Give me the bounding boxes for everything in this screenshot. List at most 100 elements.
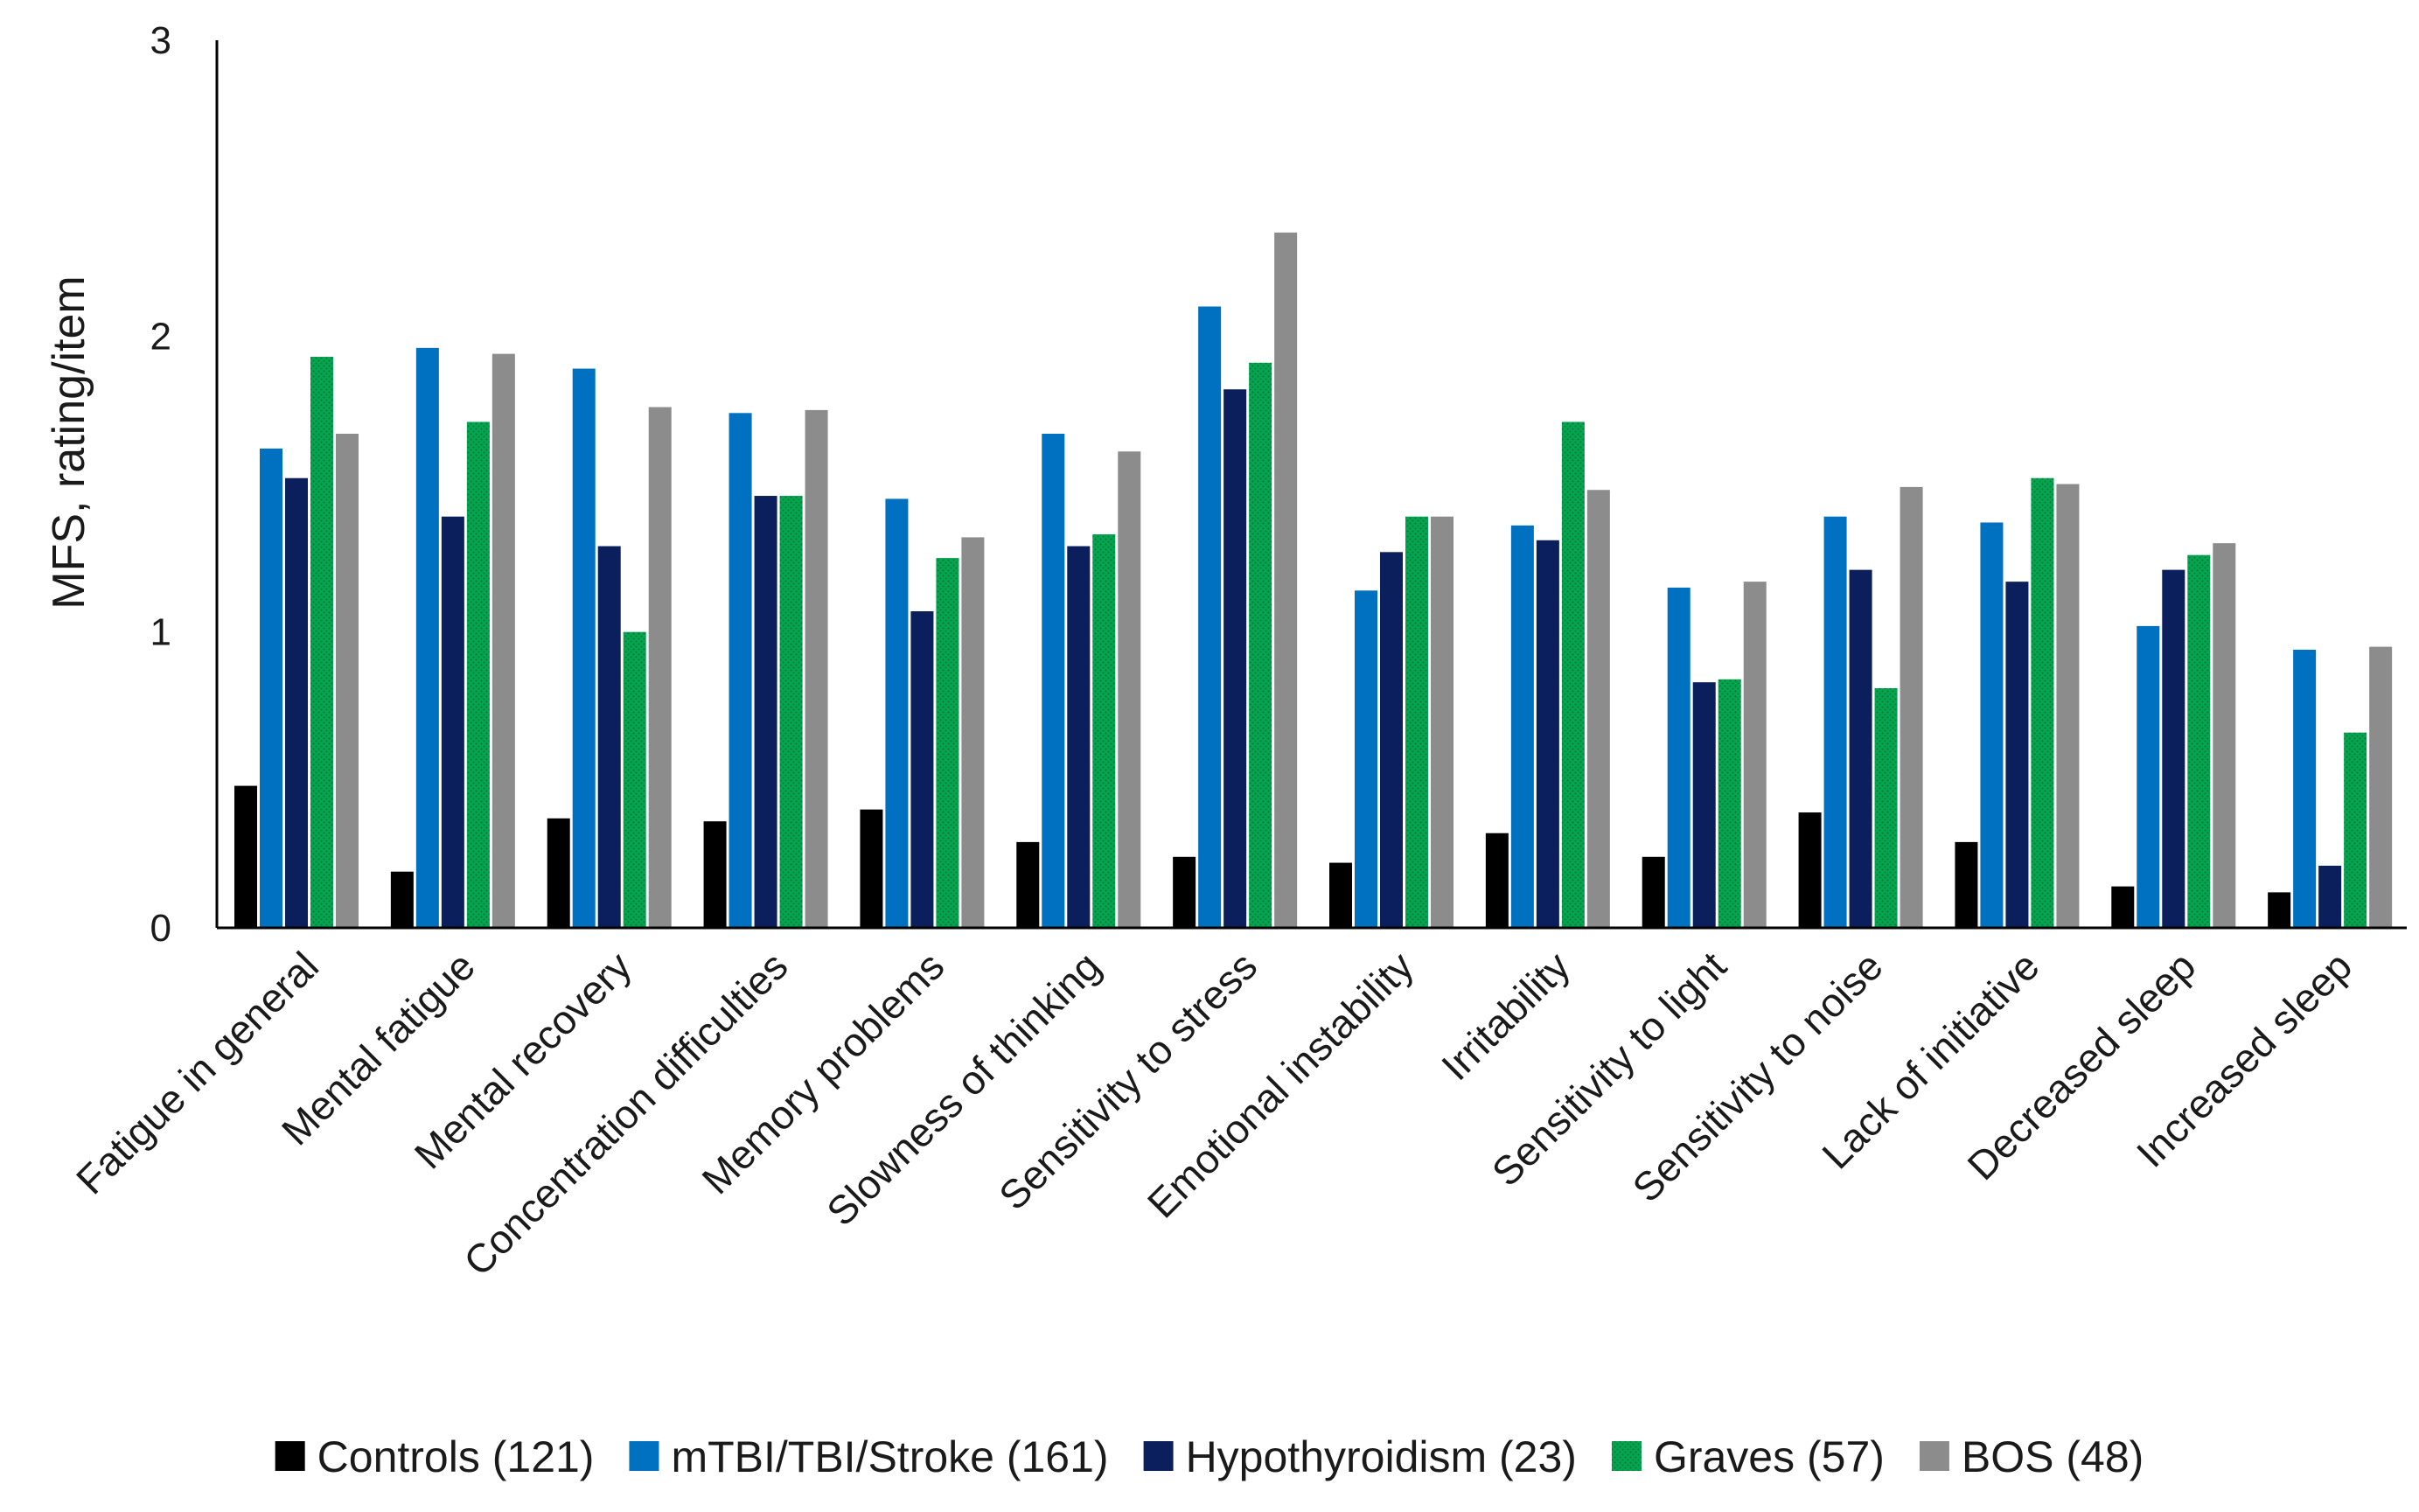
bar — [1718, 679, 1741, 928]
axes-layer — [215, 40, 2407, 930]
legend-label: Hypothyroidism (23) — [1186, 1432, 1577, 1481]
bar — [2187, 554, 2211, 928]
bar — [1642, 856, 1665, 928]
bar — [1092, 534, 1116, 928]
bar — [623, 631, 646, 928]
x-tick-label: Sensitivity to stress — [990, 943, 1265, 1218]
bar — [2031, 477, 2054, 928]
bar — [285, 477, 308, 928]
bar — [491, 353, 515, 929]
bar — [597, 546, 621, 928]
bar — [1223, 389, 1247, 928]
y-axis-title: MFS, rating/item — [44, 275, 94, 609]
x-tick-label: Slowness of thinking — [818, 943, 1109, 1234]
legend-item: Graves (57) — [1611, 1432, 1885, 1481]
bar — [1249, 362, 1272, 928]
bar — [390, 871, 414, 928]
x-tick-label: Irritability — [1433, 943, 1579, 1089]
y-tick-label: 0 — [150, 907, 171, 950]
bar — [2268, 892, 2291, 928]
x-tick-label: Emotional instability — [1139, 943, 1422, 1226]
bar — [648, 407, 672, 928]
bar — [1042, 433, 1065, 928]
bar — [2213, 543, 2236, 928]
legend-swatch — [1143, 1441, 1174, 1471]
legend-swatch — [1611, 1441, 1642, 1471]
bar-group — [2268, 646, 2393, 928]
bar — [1485, 833, 1509, 928]
bar — [936, 558, 959, 928]
bar — [2344, 732, 2367, 928]
bar — [1274, 232, 1298, 929]
legend-swatch — [1919, 1441, 1949, 1471]
legend-label: Graves (57) — [1654, 1432, 1885, 1481]
y-tick-label: 3 — [150, 19, 171, 62]
legend: Controls (121) mTBI/TBI/Stroke (161) Hypot… — [275, 1432, 2144, 1481]
bar-group — [1955, 477, 2080, 928]
legend-item: BOS (48) — [1919, 1432, 2144, 1481]
bar-group — [1329, 516, 1453, 928]
bar-group — [1642, 582, 1767, 928]
bar — [234, 785, 257, 928]
bar — [1561, 422, 1585, 928]
legend-label: BOS (48) — [1962, 1432, 2144, 1481]
bar-group — [390, 347, 515, 929]
bar — [1067, 546, 1091, 928]
bar — [805, 409, 828, 929]
bars-layer — [234, 232, 2393, 929]
bar-group — [703, 409, 828, 929]
bar — [1198, 306, 1222, 928]
bar — [1874, 687, 1898, 928]
bar — [2369, 646, 2393, 928]
bar-group — [1798, 486, 1923, 928]
bar-group — [860, 498, 985, 928]
bar — [2137, 625, 2160, 928]
bar — [1849, 569, 1872, 928]
bar — [336, 433, 359, 928]
bar — [1405, 516, 1428, 928]
bar — [466, 422, 490, 928]
bar — [910, 610, 934, 928]
bar-group — [1173, 232, 1298, 929]
bar — [1329, 862, 1352, 928]
legend-item: mTBI/TBI/Stroke (161) — [629, 1432, 1109, 1481]
bar — [1955, 841, 1978, 928]
bar — [2056, 484, 2080, 928]
y-tick-label: 2 — [150, 315, 171, 358]
bar — [728, 413, 752, 928]
bar — [1798, 812, 1822, 928]
legend-label: mTBI/TBI/Stroke (161) — [671, 1432, 1108, 1481]
bar — [1431, 516, 1453, 928]
bar-group — [234, 357, 359, 928]
bar — [572, 368, 596, 928]
bar — [2111, 886, 2135, 928]
bar-group — [1016, 433, 1141, 928]
bar — [1536, 540, 1559, 928]
bar-group — [1485, 422, 1610, 928]
bar-group — [547, 368, 672, 928]
bar — [860, 809, 883, 928]
bar — [779, 496, 803, 928]
bar — [1743, 582, 1767, 928]
bar — [754, 496, 777, 928]
bar — [2162, 569, 2185, 928]
bar — [1667, 587, 1691, 928]
bar — [547, 818, 570, 928]
bar — [1355, 590, 1377, 928]
bar — [441, 516, 464, 928]
bar — [1118, 451, 1141, 928]
bar — [885, 498, 909, 928]
bar — [1900, 486, 1923, 928]
bar — [961, 537, 985, 928]
bar — [1692, 682, 1716, 928]
legend-swatch — [275, 1441, 305, 1471]
bar — [2293, 649, 2317, 928]
bar — [1016, 841, 1040, 928]
bar-group — [2111, 543, 2236, 928]
bar — [1380, 552, 1403, 928]
bar — [2318, 865, 2342, 928]
bar — [1173, 856, 1196, 928]
